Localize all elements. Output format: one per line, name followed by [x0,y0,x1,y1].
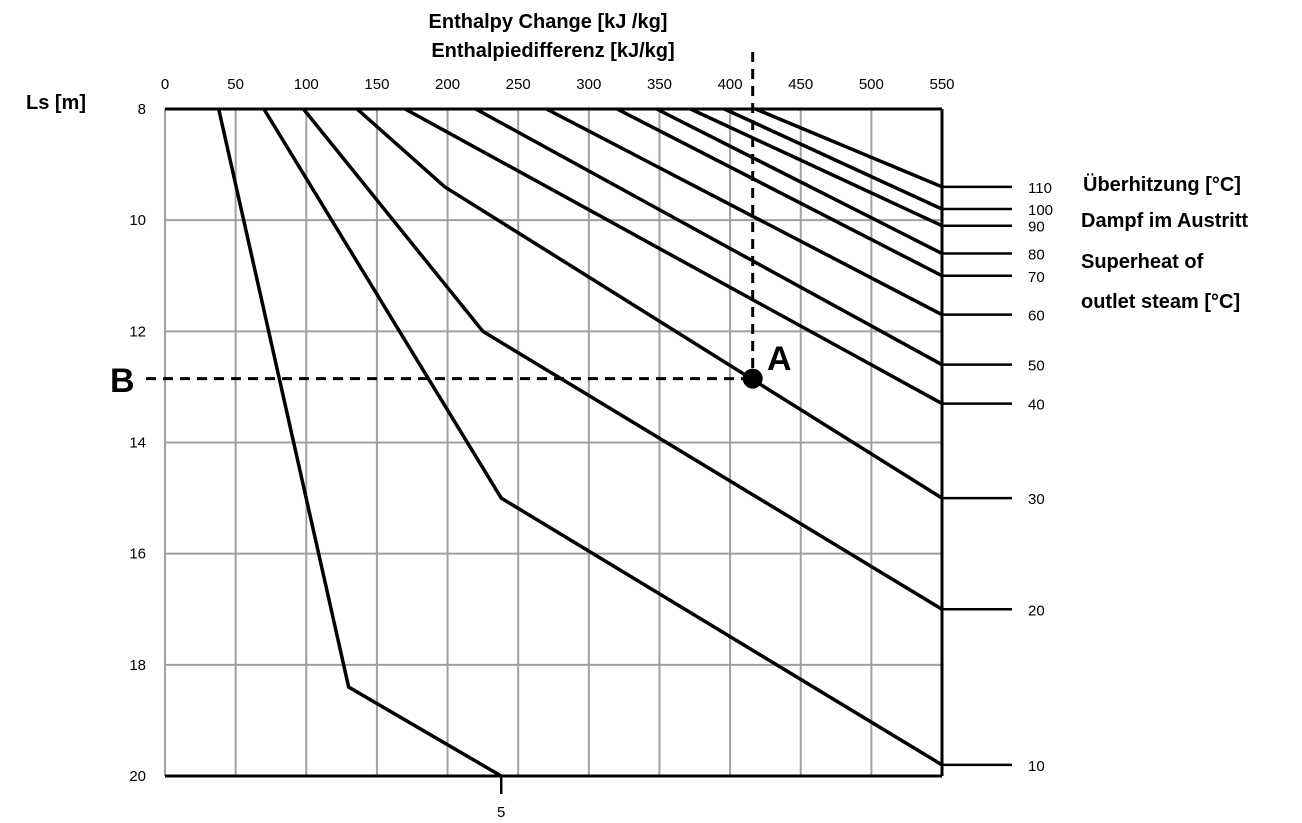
series-end-label-90: 90 [1028,219,1045,236]
series-line-50 [474,107,943,367]
series-end-label-80: 80 [1028,247,1045,264]
reference-point-marker [742,368,763,389]
x-tick-label-0: 0 [161,76,169,93]
series-line-10 [262,108,943,767]
x-tick-label-300: 300 [576,76,601,93]
series-line-40 [404,107,943,406]
legend-title-line-2: Dampf im Austritt [1081,210,1248,232]
series-end-label-30: 30 [1028,491,1045,508]
y-tick-label-14: 14 [129,435,146,452]
series-line-5 [216,108,503,778]
x-tick-label-100: 100 [294,76,319,93]
x-tick-label-550: 550 [929,76,954,93]
y-tick-label-18: 18 [129,657,146,674]
series-line-20 [302,107,943,611]
series-line-110 [754,107,943,189]
plot-frame [165,107,944,778]
y-tick-label-10: 10 [129,212,146,229]
series-end-label-60: 60 [1028,308,1045,325]
chart-title-line-1: Enthalpy Change [kJ /kg] [429,11,668,33]
grid [164,108,943,777]
y-tick-label-16: 16 [129,546,146,563]
legend-title-line-4: outlet steam [°C] [1081,291,1240,313]
x-tick-label-200: 200 [435,76,460,93]
series-end-label-5: 5 [497,804,505,821]
series-line-100 [723,107,943,211]
series-end-label-100: 100 [1028,202,1053,219]
y-axis-label: Ls [m] [26,92,86,114]
legend-title-line-3: Superheat of [1081,251,1204,273]
series-end-label-70: 70 [1028,269,1045,286]
chart-labels: Enthalpy Change [kJ /kg] Enthalpiediffer… [26,11,1248,821]
y-tick-label-8: 8 [138,101,146,118]
x-tick-label-250: 250 [506,76,531,93]
series-end-label-20: 20 [1028,602,1045,619]
legend-title-line-1: Überhitzung [°C] [1083,173,1241,196]
series-line-90 [689,107,943,228]
series-end-label-10: 10 [1028,758,1045,775]
series-line-60 [545,107,943,317]
x-tick-label-500: 500 [859,76,884,93]
reference-lines [146,52,763,389]
reference-y-label: B [110,362,135,400]
x-tick-label-450: 450 [788,76,813,93]
series-line-70 [616,107,943,278]
x-tick-label-350: 350 [647,76,672,93]
chart-title-line-2: Enthalpiedifferenz [kJ/kg] [431,40,674,62]
series-end-label-110: 110 [1028,180,1052,197]
reference-point-label: A [767,340,792,378]
y-tick-label-12: 12 [129,323,146,340]
y-tick-label-20: 20 [129,768,146,785]
series-line-80 [655,107,943,256]
series-lines [216,107,1012,794]
series-end-label-50: 50 [1028,358,1045,375]
x-tick-label-150: 150 [364,76,389,93]
series-end-label-40: 40 [1028,397,1045,414]
x-tick-label-400: 400 [718,76,743,93]
series-line-30 [355,107,943,500]
x-tick-label-50: 50 [227,76,244,93]
